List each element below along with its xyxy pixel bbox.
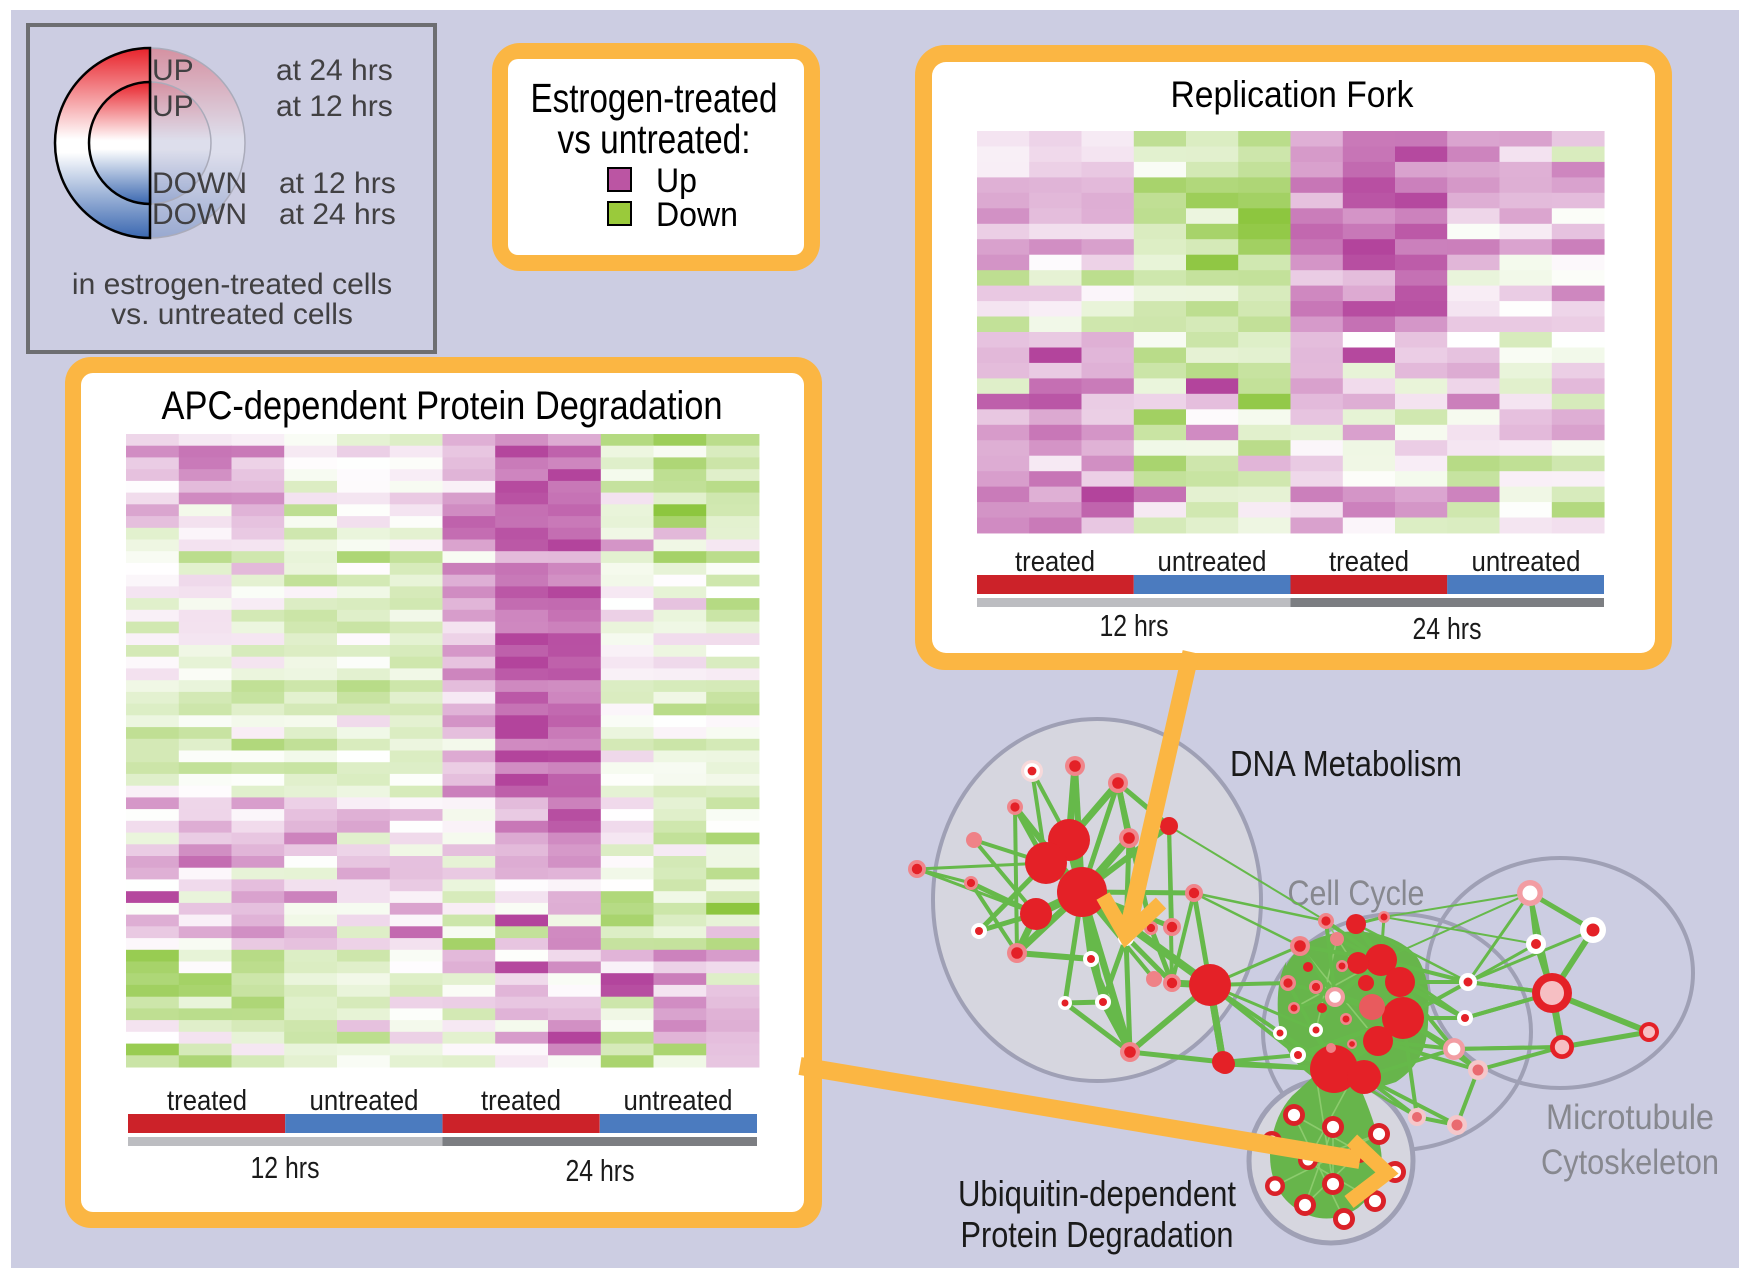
svg-text:Cell Cycle: Cell Cycle	[1288, 874, 1425, 913]
svg-text:24 hrs: 24 hrs	[1413, 611, 1482, 646]
svg-text:at 24 hrs: at 24 hrs	[276, 54, 393, 87]
svg-text:APC-dependent Protein Degradat: APC-dependent Protein Degradation	[162, 384, 723, 428]
svg-text:treated: treated	[481, 1085, 561, 1117]
svg-text:UP: UP	[152, 54, 194, 87]
svg-text:DOWN: DOWN	[152, 167, 247, 200]
svg-text:12 hrs: 12 hrs	[1100, 608, 1169, 643]
svg-text:untreated: untreated	[1472, 546, 1581, 578]
svg-text:UP: UP	[152, 90, 194, 123]
svg-text:treated: treated	[1015, 546, 1095, 578]
svg-text:untreated: untreated	[624, 1085, 733, 1117]
svg-text:24 hrs: 24 hrs	[566, 1153, 635, 1188]
svg-text:Estrogen-treated: Estrogen-treated	[531, 75, 778, 121]
svg-text:at 24 hrs: at 24 hrs	[279, 198, 396, 231]
svg-text:Down: Down	[656, 196, 738, 234]
svg-text:Replication Fork: Replication Fork	[1171, 74, 1414, 115]
svg-text:vs untreated:: vs untreated:	[558, 116, 751, 162]
svg-text:treated: treated	[1329, 546, 1409, 578]
svg-text:Cytoskeleton: Cytoskeleton	[1541, 1143, 1719, 1182]
svg-text:DOWN: DOWN	[152, 198, 247, 231]
svg-text:in estrogen-treated cells: in estrogen-treated cells	[72, 268, 392, 301]
svg-text:Ubiquitin-dependent: Ubiquitin-dependent	[958, 1173, 1236, 1214]
svg-text:untreated: untreated	[310, 1085, 419, 1117]
svg-text:at 12 hrs: at 12 hrs	[276, 90, 393, 123]
svg-text:12 hrs: 12 hrs	[251, 1150, 320, 1185]
svg-text:at 12 hrs: at 12 hrs	[279, 167, 396, 200]
svg-text:DNA Metabolism: DNA Metabolism	[1230, 743, 1462, 784]
svg-text:vs. untreated cells: vs. untreated cells	[111, 298, 353, 331]
svg-text:treated: treated	[167, 1085, 247, 1117]
svg-text:Protein Degradation: Protein Degradation	[961, 1214, 1234, 1255]
svg-text:untreated: untreated	[1158, 546, 1267, 578]
svg-text:Up: Up	[656, 162, 697, 200]
svg-text:Microtubule: Microtubule	[1546, 1098, 1714, 1137]
